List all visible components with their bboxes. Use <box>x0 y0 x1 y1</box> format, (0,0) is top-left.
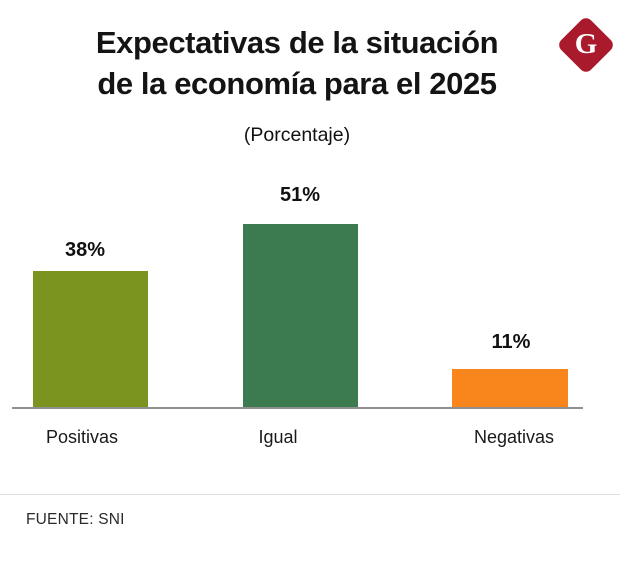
page-title: Expectativas de la situación de la econom… <box>0 22 594 104</box>
title-line-1: Expectativas de la situación <box>95 25 499 60</box>
bar-igual <box>243 224 358 409</box>
title-line-2: de la economía para el 2025 <box>97 66 497 101</box>
value-label-igual: 51% <box>279 184 321 206</box>
source-text: FUENTE: SNI <box>26 511 125 528</box>
category-label-positivas: Positivas <box>45 427 119 447</box>
chart-subtitle: (Porcentaje) <box>243 124 351 146</box>
x-axis-line <box>12 407 583 409</box>
bar-negativas <box>452 369 568 409</box>
bar-positivas <box>33 271 148 409</box>
value-label-positivas: 38% <box>64 239 106 261</box>
value-label-negativas: 11% <box>491 331 531 353</box>
category-label-igual: Igual <box>258 427 298 447</box>
footer-divider <box>0 494 620 495</box>
category-label-negativas: Negativas <box>473 427 555 447</box>
